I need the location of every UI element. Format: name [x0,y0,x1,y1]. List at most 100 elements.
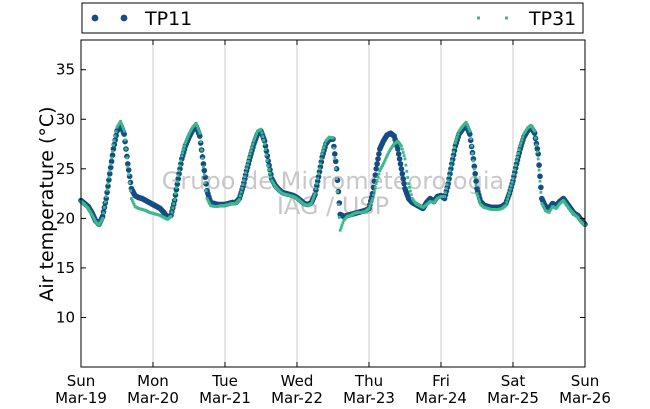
legend-marker-tp11 [91,14,99,22]
x-tick-label-date: Mar-26 [559,389,611,407]
data-point [473,175,477,179]
data-point [262,138,266,142]
data-point [370,199,374,203]
data-point [91,214,95,218]
data-point [175,180,179,184]
data-point [253,137,257,140]
data-point [446,179,450,183]
data-point [246,163,249,167]
data-point [401,180,407,187]
data-point [188,131,192,134]
data-point [172,202,176,206]
data-point [536,157,540,161]
data-point [340,223,344,227]
data-point [504,204,508,207]
data-point [549,208,553,211]
data-point [375,179,379,182]
data-point [251,142,255,146]
data-point [535,150,539,154]
data-point [511,177,515,181]
data-point [405,169,409,173]
data-point [443,195,446,198]
data-point [509,184,513,188]
data-point [374,161,380,167]
data-point [313,192,317,195]
legend-marker-tp11 [120,14,128,22]
data-point [317,172,320,176]
data-point [187,132,191,136]
data-point [92,216,95,220]
x-tick-label-day: Tue [211,372,238,390]
data-point [112,143,115,147]
data-point [536,162,542,168]
data-point [469,137,473,140]
data-point [515,159,518,163]
data-point [124,147,128,151]
data-point [541,203,545,207]
data-point [264,148,267,151]
data-point [508,191,511,194]
data-point [532,128,536,132]
data-point [197,133,203,139]
data-point [331,136,335,140]
data-point [478,200,482,204]
data-point [180,154,184,158]
data-point [170,210,174,214]
data-point [242,179,246,183]
data-point [476,194,480,198]
data-point [119,119,122,123]
data-point [241,183,245,187]
data-point [319,162,322,166]
data-point [472,159,475,163]
data-point [175,175,181,182]
data-point [376,151,382,157]
data-point [202,165,205,169]
data-point [176,174,180,178]
data-point [477,197,481,201]
data-point [174,192,177,195]
data-point [200,148,203,152]
data-point [320,152,324,156]
data-point [177,169,181,173]
data-point [182,148,185,151]
data-point [319,157,323,161]
data-point [100,218,104,222]
data-point [518,144,522,148]
data-point [373,166,380,172]
data-point [178,164,182,168]
data-point [395,151,402,157]
data-point [270,179,274,183]
y-axis: 10 15 20 25 30 35 [56,61,585,326]
data-point [475,192,479,195]
data-point [243,175,247,179]
data-point [513,168,517,172]
data-point [524,129,527,133]
x-tick-label-day: Sun [67,372,96,390]
data-point [272,182,275,186]
data-point [409,193,413,197]
data-point [379,167,383,171]
x-tick-label-date: Mar-19 [55,389,107,407]
series-tp31 [79,119,587,232]
data-point [310,202,313,205]
data-point [374,182,378,186]
data-point [467,127,471,131]
data-point [200,161,207,167]
data-point [265,153,268,157]
data-point [454,141,457,145]
data-point [106,182,110,186]
data-point [115,125,119,129]
data-point [444,191,447,194]
data-point [398,166,405,172]
data-point [111,150,114,153]
data-point [531,126,535,130]
data-point [384,156,388,160]
data-point [400,147,404,151]
x-axis: SunMar-19MonMar-20TueMar-21WedMar-22ThuM… [55,40,611,407]
x-tick-label-date: Mar-21 [199,389,251,407]
legend-label-tp11: TP11 [144,8,192,30]
data-point [368,204,372,208]
x-tick-label-day: Fri [432,372,450,390]
data-point [127,173,131,177]
data-point [529,123,533,127]
